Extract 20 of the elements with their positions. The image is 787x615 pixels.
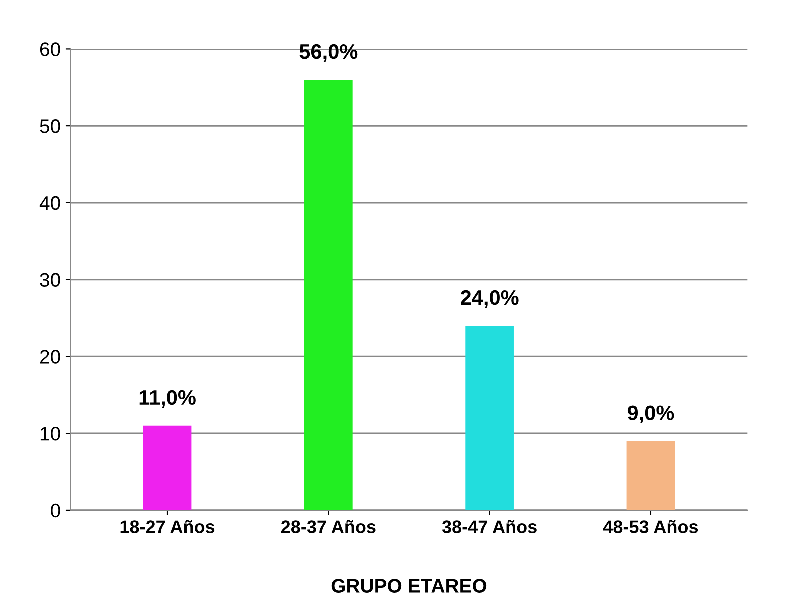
x-tick-label: 38-47 Años bbox=[442, 520, 537, 534]
y-tick-label: 20 bbox=[40, 350, 60, 364]
data-label: 56,0% bbox=[300, 44, 358, 62]
data-label: 24,0% bbox=[461, 290, 519, 308]
y-tick-label: 40 bbox=[40, 196, 60, 210]
y-tick-label: 50 bbox=[40, 120, 60, 134]
x-tick-label: 18-27 Años bbox=[120, 520, 215, 534]
y-tick-label: 30 bbox=[40, 273, 60, 288]
y-tick-label: 0 bbox=[51, 504, 60, 518]
bar bbox=[143, 426, 192, 510]
data-label: 11,0% bbox=[140, 390, 196, 408]
bar bbox=[626, 441, 676, 510]
x-tick-label: 28-37 Años bbox=[281, 520, 376, 534]
bar bbox=[466, 326, 514, 510]
x-tick-label: 48-53 Años bbox=[603, 520, 698, 534]
y-tick-label: 60 bbox=[40, 42, 60, 56]
y-tick-label: 10 bbox=[40, 427, 60, 441]
data-label: 9,0% bbox=[628, 406, 674, 424]
x-axis-title: GRUPO ETAREO bbox=[332, 579, 487, 593]
bar bbox=[304, 80, 353, 510]
